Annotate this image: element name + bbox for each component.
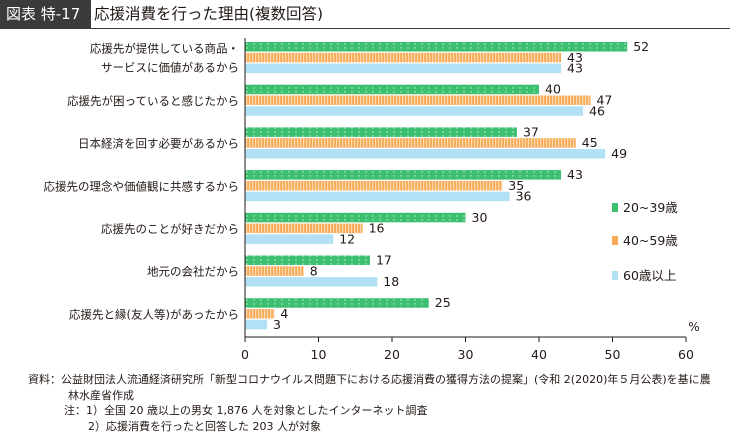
category-label: サービスに価値があるから	[101, 61, 239, 75]
category-label: 応援先が提供している商品・	[90, 42, 239, 56]
data-label: 43	[567, 61, 583, 76]
bar-texture	[245, 84, 539, 95]
bar-texture	[245, 212, 466, 223]
category-label: 地元の会社だから	[147, 265, 239, 279]
bar-texture	[245, 52, 562, 63]
bar-texture	[245, 170, 562, 180]
note-1: 注：1）全国 20 歳以上の男女 1,876 人を対象としたインターネット調査	[64, 404, 428, 417]
data-label: 16	[369, 221, 385, 236]
x-tick-label: 0	[241, 347, 249, 362]
figure-header: 図表 特-17 応援消費を行った理由(複数回答)	[0, 0, 730, 29]
bar-texture	[245, 255, 370, 265]
bar	[245, 149, 606, 159]
bar	[245, 63, 562, 74]
category-label: 日本経済を回す必要があるから	[78, 137, 239, 151]
legend-swatch	[612, 236, 618, 245]
legend-label: 40~59歳	[623, 233, 678, 248]
bar	[245, 106, 584, 116]
source-line-2: 林水産省作成	[68, 388, 134, 402]
x-tick-label: 30	[458, 347, 474, 362]
bar-chart: 524343応援先が提供している商品・サービスに価値があるから404746応援先…	[44, 38, 700, 362]
data-label: 45	[582, 135, 598, 150]
data-label: 30	[472, 210, 488, 225]
legend-label: 20~39歳	[623, 200, 678, 215]
data-label: 12	[339, 231, 355, 246]
data-label: 49	[611, 146, 627, 161]
legend-swatch	[612, 271, 618, 280]
bar-texture	[245, 42, 628, 52]
data-label: 4	[280, 306, 288, 321]
category-label: 応援先のことが好きだから	[101, 222, 239, 236]
bar	[245, 277, 378, 287]
category-label: 応援先の理念や価値観に共感するから	[44, 179, 240, 193]
data-label: 52	[633, 39, 649, 54]
figure-title: 応援消費を行った理由(複数回答)	[94, 5, 324, 23]
bar-texture	[245, 223, 363, 234]
legend-label: 60歳以上	[623, 268, 676, 283]
source-line-1: 資料：公益財団法人流通経済研究所「新型コロナウイルス問題下における応援消費の獲得…	[28, 373, 711, 386]
x-tick-label: 10	[311, 347, 327, 362]
data-label: 17	[376, 253, 392, 268]
bar-texture	[245, 127, 517, 137]
data-label: 8	[310, 263, 318, 278]
category-label: 応援先が困っていると感じたから	[67, 94, 239, 108]
x-tick-label: 50	[605, 347, 621, 362]
note-2: 2）応援消費を行ったと回答した 203 人が対象	[88, 419, 321, 433]
bar-texture	[245, 309, 275, 319]
bar-texture	[245, 138, 576, 148]
category-label: 応援先と縁(友人等)があったから	[69, 307, 239, 321]
data-label: 18	[383, 274, 399, 289]
x-tick-label: 40	[531, 347, 547, 362]
data-label: 3	[273, 317, 281, 332]
data-label: 43	[567, 167, 583, 182]
data-label: 36	[516, 189, 532, 204]
x-tick-label: 20	[384, 347, 400, 362]
header-rule	[0, 28, 730, 29]
bar-texture	[245, 180, 503, 191]
axis-unit-label: %	[688, 320, 699, 334]
notes: 資料：公益財団法人流通経済研究所「新型コロナウイルス問題下における応援消費の獲得…	[28, 372, 728, 434]
data-label: 47	[596, 93, 612, 108]
x-tick-label: 60	[678, 347, 694, 362]
data-label: 25	[435, 295, 451, 310]
data-label: 40	[545, 82, 561, 97]
data-label: 37	[523, 124, 539, 139]
figure-label: 図表 特-17	[0, 0, 91, 28]
bar-texture	[245, 95, 591, 105]
bar	[245, 319, 268, 330]
legend-swatch	[612, 203, 618, 212]
bar	[245, 191, 510, 202]
data-label: 43	[567, 50, 583, 65]
bar-texture	[245, 266, 304, 276]
bar	[245, 234, 334, 244]
data-label: 46	[589, 103, 605, 118]
bar-texture	[245, 298, 429, 308]
data-label: 35	[508, 178, 524, 193]
